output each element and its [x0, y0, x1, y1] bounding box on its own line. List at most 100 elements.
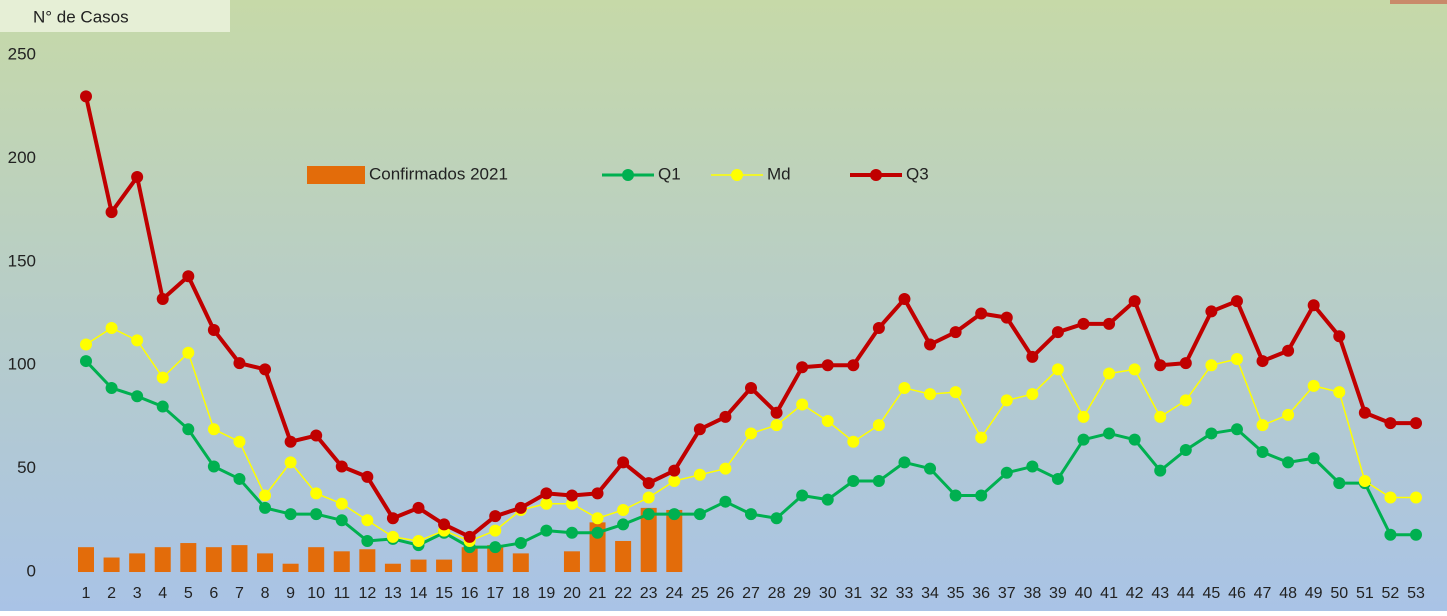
marker [668, 465, 680, 477]
bar [308, 547, 324, 572]
marker [745, 382, 757, 394]
marker [233, 436, 245, 448]
marker [208, 324, 220, 336]
marker [975, 432, 987, 444]
y-tick-label: 100 [8, 355, 36, 374]
marker [336, 498, 348, 510]
marker [361, 471, 373, 483]
x-tick-label: 38 [1023, 585, 1041, 602]
marker [873, 322, 885, 334]
marker [1257, 446, 1269, 458]
x-tick-label: 4 [158, 585, 167, 602]
y-axis-label: N° de Casos [33, 7, 129, 26]
marker [80, 339, 92, 351]
x-tick-label: 16 [461, 585, 479, 602]
marker [80, 90, 92, 102]
marker [1384, 417, 1396, 429]
marker [1282, 456, 1294, 468]
marker [310, 508, 322, 520]
marker [1205, 305, 1217, 317]
marker [361, 514, 373, 526]
marker [80, 355, 92, 367]
marker [1231, 353, 1243, 365]
x-tick-label: 24 [665, 585, 683, 602]
marker [208, 461, 220, 473]
marker [617, 456, 629, 468]
marker [1384, 529, 1396, 541]
x-tick-label: 21 [589, 585, 607, 602]
marker [1103, 318, 1115, 330]
marker [847, 475, 859, 487]
marker [924, 388, 936, 400]
marker [1078, 411, 1090, 423]
marker [694, 469, 706, 481]
marker [1410, 529, 1422, 541]
marker [259, 489, 271, 501]
y-tick-label: 150 [8, 251, 36, 270]
marker [617, 518, 629, 530]
marker [694, 508, 706, 520]
x-tick-label: 43 [1151, 585, 1169, 602]
marker [489, 541, 501, 553]
marker [566, 527, 578, 539]
legend-label: Q3 [906, 164, 929, 183]
x-tick-label: 34 [921, 585, 939, 602]
marker [898, 382, 910, 394]
x-tick-label: 7 [235, 585, 244, 602]
marker [975, 489, 987, 501]
marker [336, 461, 348, 473]
x-tick-label: 10 [307, 585, 325, 602]
marker [1205, 427, 1217, 439]
marker [643, 492, 655, 504]
marker [694, 423, 706, 435]
marker [515, 502, 527, 514]
bar [129, 553, 145, 572]
marker [1359, 475, 1371, 487]
marker [771, 512, 783, 524]
x-tick-label: 28 [768, 585, 786, 602]
marker [540, 487, 552, 499]
marker [1205, 359, 1217, 371]
legend-marker [731, 169, 743, 181]
marker [1257, 419, 1269, 431]
x-tick-label: 11 [333, 585, 350, 602]
x-tick-label: 15 [435, 585, 453, 602]
marker [1026, 461, 1038, 473]
marker [1129, 434, 1141, 446]
marker [336, 514, 348, 526]
marker [719, 463, 731, 475]
x-tick-label: 1 [82, 585, 91, 602]
marker [1308, 452, 1320, 464]
marker [106, 322, 118, 334]
x-tick-label: 41 [1100, 585, 1118, 602]
marker [975, 308, 987, 320]
marker [387, 531, 399, 543]
x-tick-label: 2 [107, 585, 116, 602]
bar [231, 545, 247, 572]
marker [796, 361, 808, 373]
marker [540, 525, 552, 537]
image-fragment [1390, 0, 1447, 4]
x-tick-label: 50 [1330, 585, 1348, 602]
marker [950, 326, 962, 338]
marker [1282, 345, 1294, 357]
x-tick-label: 32 [870, 585, 888, 602]
x-tick-label: 8 [261, 585, 270, 602]
marker [182, 347, 194, 359]
marker [131, 390, 143, 402]
marker [1180, 444, 1192, 456]
x-tick-label: 23 [640, 585, 658, 602]
legend-label: Confirmados 2021 [369, 164, 508, 183]
x-tick-label: 29 [793, 585, 811, 602]
marker [182, 423, 194, 435]
marker [745, 508, 757, 520]
marker [1180, 394, 1192, 406]
x-tick-label: 6 [209, 585, 218, 602]
marker [1001, 394, 1013, 406]
y-tick-label: 250 [8, 44, 36, 63]
marker [566, 489, 578, 501]
marker [1129, 363, 1141, 375]
x-tick-label: 9 [286, 585, 295, 602]
marker [617, 504, 629, 516]
marker [208, 423, 220, 435]
